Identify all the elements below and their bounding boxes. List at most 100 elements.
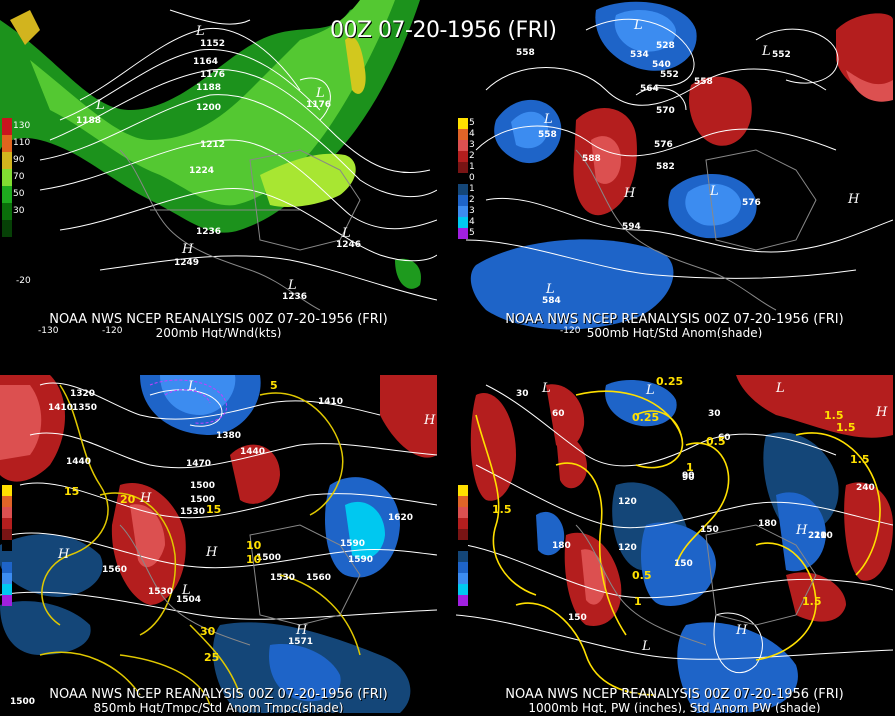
- legend-swatch: [2, 573, 12, 584]
- legend-swatch: [458, 573, 468, 584]
- legend-swatch: [2, 507, 12, 518]
- contour-label: 1224: [189, 166, 215, 176]
- contour-label: 1590: [348, 555, 374, 565]
- pw-label: 0.5: [632, 569, 652, 582]
- map-850mb: [0, 375, 437, 713]
- high-center-icon: H: [296, 623, 308, 638]
- contour-label: 1500: [190, 481, 216, 491]
- legend-label: 110: [13, 138, 31, 148]
- contour-label: 240: [856, 483, 875, 493]
- low-center-icon: L: [776, 381, 785, 396]
- legend-swatch: [2, 485, 12, 496]
- contour-label: 150: [674, 559, 693, 569]
- legend-label: 3: [469, 206, 475, 216]
- legend-label: 30: [13, 206, 25, 216]
- longitude-label: -120: [102, 326, 123, 336]
- temperature-label: 5: [270, 379, 278, 392]
- pw-label: 0.5: [706, 435, 726, 448]
- legend-swatch: [458, 151, 468, 162]
- contour-label: 30: [708, 409, 721, 419]
- panel-subcaption: 500mb Hgt/Std Anom(shade): [586, 326, 763, 338]
- legend-swatch: [2, 169, 12, 186]
- high-center-icon: H: [182, 242, 194, 257]
- contour-label: 582: [656, 162, 675, 172]
- contour-label: 60: [552, 409, 565, 419]
- contour-label: 1500: [10, 697, 36, 707]
- contour-label: 1320: [70, 389, 96, 399]
- contour-label: 1380: [216, 431, 242, 441]
- temperature-label: 15: [206, 503, 222, 516]
- legend-std-anom: [458, 485, 468, 606]
- contour-label: 528: [656, 41, 675, 51]
- legend-swatch: [2, 135, 12, 152]
- legend-swatch: [458, 529, 468, 540]
- high-center-icon: H: [424, 413, 436, 428]
- low-center-icon: L: [546, 282, 555, 297]
- longitude-label: -120: [560, 326, 581, 336]
- contour-label: 576: [654, 140, 673, 150]
- pw-label: 1.5: [802, 595, 822, 608]
- low-center-icon: L: [646, 383, 655, 398]
- contour-label: 1410: [318, 397, 344, 407]
- contour-label: 1440: [66, 457, 92, 467]
- legend-swatch: [458, 595, 468, 606]
- low-center-icon: L: [288, 278, 297, 293]
- legend-swatch: [458, 584, 468, 595]
- legend-label: 50: [13, 189, 25, 199]
- high-center-icon: H: [796, 523, 808, 538]
- legend-swatch: [2, 220, 12, 237]
- high-center-icon: H: [848, 192, 860, 207]
- legend-std-anom: [2, 485, 12, 606]
- legend-swatch: [2, 595, 12, 606]
- contour-label: 1560: [102, 565, 128, 575]
- legend-label: 130: [13, 121, 31, 131]
- legend-swatch: [458, 162, 468, 173]
- contour-label: 210: [814, 531, 833, 541]
- panel-850mb: 1320 1410 1350 1440 1470 1500 1530 1560 …: [0, 375, 437, 713]
- low-center-icon: L: [316, 86, 325, 101]
- panel-caption: NOAA NWS NCEP REANALYSIS 00Z 07-20-1956 …: [505, 312, 844, 327]
- legend-swatch: [2, 551, 12, 562]
- low-center-icon: L: [634, 18, 643, 33]
- contour-label: 558: [694, 77, 713, 87]
- contour-label: 210: [808, 531, 827, 541]
- pw-label: 1.5: [492, 503, 512, 516]
- contour-label: 1164: [193, 57, 219, 67]
- high-center-icon: H: [206, 545, 218, 560]
- temperature-label: 20: [120, 493, 136, 506]
- temperature-label: 10: [246, 539, 262, 552]
- contour-label: 576: [742, 198, 761, 208]
- pw-label: 1.5: [836, 421, 856, 434]
- legend-label: 4: [469, 129, 475, 139]
- contour-label: 1236: [196, 227, 222, 237]
- legend-labels: 130 110 90 70 50 30: [13, 118, 30, 220]
- contour-label: 1152: [200, 39, 226, 49]
- panel-200mb: 130 110 90 70 50 30 1152 1164 1176 1188 …: [0, 0, 437, 338]
- map-200mb: [0, 0, 437, 311]
- page-title: 00Z 07-20-1956 (FRI): [330, 18, 557, 43]
- legend-swatch: [458, 507, 468, 518]
- legend-label: 70: [13, 172, 25, 182]
- contour-label: 1560: [306, 573, 332, 583]
- legend-label: 90: [13, 155, 25, 165]
- panel-subcaption: 850mb Hgt/Tmpc/Std Anom Tmpc(shade): [93, 701, 344, 713]
- pw-label: 1: [634, 595, 642, 608]
- panel-caption: NOAA NWS NCEP REANALYSIS 00Z 07-20-1956 …: [505, 687, 844, 702]
- legend-swatch: [458, 173, 468, 184]
- low-center-icon: L: [762, 44, 771, 59]
- contour-label: 552: [660, 70, 679, 80]
- legend-label: 5: [469, 228, 475, 238]
- contour-label: 1236: [282, 292, 308, 302]
- legend-swatch: [458, 184, 468, 195]
- contour-label: 1200: [196, 103, 222, 113]
- contour-label: 1500: [190, 495, 216, 505]
- contour-label: 1188: [76, 116, 102, 126]
- legend-swatch: [458, 195, 468, 206]
- legend-swatch: [458, 228, 468, 239]
- low-center-icon: L: [544, 112, 553, 127]
- contour-label: 1504: [176, 595, 202, 605]
- legend-label: 2: [469, 195, 475, 205]
- pw-label: 1.5: [824, 409, 844, 422]
- contour-label: 584: [542, 296, 561, 306]
- legend-label: 0: [469, 173, 475, 183]
